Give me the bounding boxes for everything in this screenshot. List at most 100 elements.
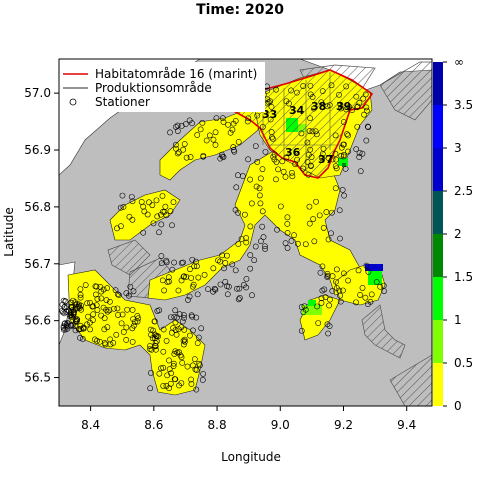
station-marker	[247, 252, 254, 258]
station-marker	[309, 128, 316, 135]
station-marker	[171, 313, 178, 320]
station-marker	[189, 313, 196, 320]
station-marker	[87, 326, 94, 333]
production-area-far-east	[389, 354, 432, 406]
station-marker	[96, 338, 103, 345]
station-marker	[243, 276, 250, 282]
station-marker	[233, 184, 240, 191]
station-marker	[89, 303, 96, 310]
station-marker	[179, 359, 186, 366]
station-marker	[195, 274, 202, 281]
station-marker	[300, 165, 307, 172]
station-marker	[79, 336, 86, 342]
station-marker	[232, 206, 239, 213]
station-marker	[354, 103, 361, 110]
station-marker	[102, 341, 109, 348]
station-marker	[193, 386, 200, 393]
station-marker	[129, 338, 136, 345]
station-marker	[338, 152, 345, 159]
station-marker	[156, 229, 162, 236]
station-marker	[221, 265, 227, 272]
station-marker	[168, 314, 174, 321]
station-marker	[356, 99, 363, 106]
station-marker	[307, 115, 314, 122]
area-label-39: 39	[336, 100, 351, 113]
station-marker	[273, 86, 279, 93]
station-marker	[183, 154, 190, 161]
station-marker	[224, 252, 230, 259]
station-marker	[123, 336, 130, 343]
station-marker	[313, 131, 320, 138]
station-marker	[241, 211, 248, 218]
station-marker	[328, 230, 334, 237]
station-marker	[307, 146, 314, 153]
station-marker	[161, 208, 168, 215]
station-marker	[181, 315, 187, 321]
area-label-36: 36	[285, 146, 301, 159]
density-cell-lime-b	[302, 305, 322, 315]
station-marker	[187, 154, 194, 160]
station-marker	[235, 296, 242, 303]
station-marker	[360, 95, 367, 102]
station-marker	[326, 102, 333, 109]
station-marker	[337, 235, 343, 242]
production-area-west	[107, 239, 151, 276]
station-marker	[77, 305, 83, 311]
station-marker	[294, 156, 301, 163]
station-marker	[262, 148, 269, 155]
station-marker	[106, 298, 113, 305]
station-marker	[252, 243, 259, 250]
station-marker	[249, 292, 255, 299]
station-marker	[353, 93, 360, 100]
fjord-south-west	[67, 269, 206, 396]
station-marker	[167, 208, 174, 215]
station-marker	[172, 376, 179, 383]
y-tick-label: 57.0	[24, 86, 51, 100]
y-axis-label: Latitude	[2, 207, 16, 256]
x-tick-label: 9.2	[334, 418, 353, 432]
station-marker	[343, 83, 350, 90]
station-marker	[245, 156, 252, 163]
station-marker	[268, 103, 275, 110]
station-marker	[77, 294, 84, 301]
legend-production-label: Produktionsområde	[95, 81, 212, 95]
station-marker	[158, 365, 164, 372]
x-tick-label: 8.6	[144, 418, 163, 432]
station-marker	[117, 204, 124, 211]
station-marker	[333, 156, 340, 163]
x-tick-label: 9.4	[397, 418, 416, 432]
station-marker	[151, 331, 158, 338]
station-marker	[257, 175, 264, 182]
station-marker	[222, 278, 229, 285]
station-marker	[123, 324, 130, 331]
station-marker	[75, 304, 82, 311]
station-marker	[63, 322, 70, 328]
station-marker	[163, 383, 170, 389]
station-marker	[353, 146, 360, 153]
station-marker	[354, 104, 360, 111]
station-marker	[236, 295, 243, 301]
station-marker	[298, 327, 305, 334]
station-marker	[181, 141, 188, 147]
station-marker	[151, 318, 158, 325]
station-marker	[100, 304, 107, 311]
station-marker	[205, 286, 211, 293]
station-marker	[305, 171, 312, 178]
station-marker	[171, 259, 178, 266]
station-marker	[194, 291, 201, 298]
station-marker	[111, 305, 117, 312]
station-marker	[158, 221, 165, 228]
station-marker	[173, 145, 179, 152]
station-marker	[363, 262, 370, 269]
station-marker	[206, 132, 213, 139]
station-marker	[150, 327, 157, 334]
station-marker	[68, 323, 75, 330]
station-marker	[93, 302, 100, 309]
station-marker	[210, 265, 217, 272]
legend-box	[60, 62, 265, 112]
station-marker	[288, 87, 294, 94]
station-marker	[311, 238, 318, 245]
station-marker	[197, 126, 204, 133]
station-marker	[195, 334, 202, 341]
station-marker	[235, 241, 242, 247]
